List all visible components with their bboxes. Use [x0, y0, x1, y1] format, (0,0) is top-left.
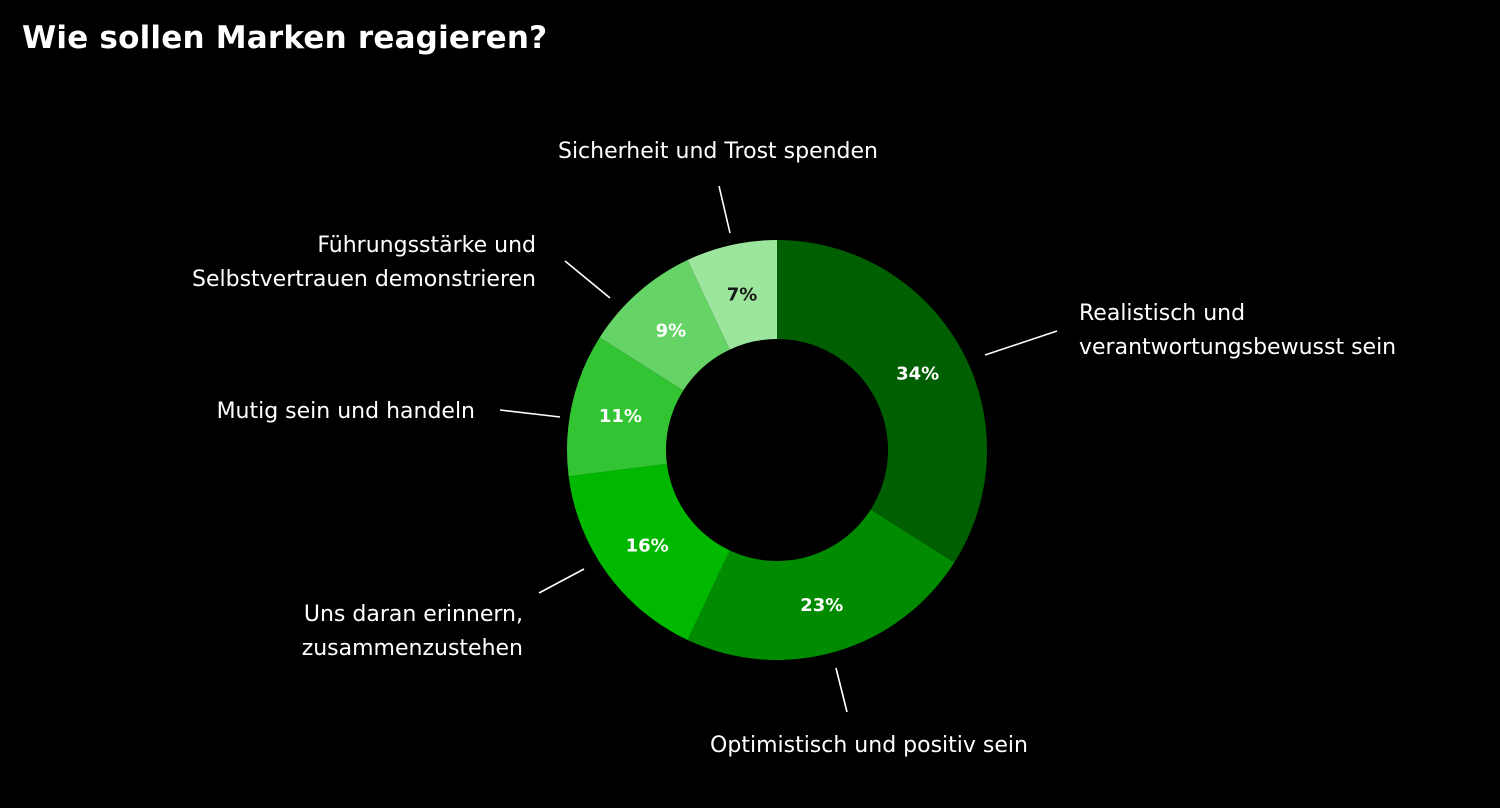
category-label-line: Realistisch und [1079, 301, 1245, 326]
donut-slice-3 [568, 463, 730, 641]
category-label-6: Sicherheit und Trost spenden [558, 139, 878, 164]
value-label-5: 9% [656, 321, 687, 342]
value-label-1: 34% [896, 364, 939, 385]
value-label-2: 23% [800, 595, 843, 616]
category-label-line: Sicherheit und Trost spenden [558, 139, 878, 164]
category-label-line: Mutig sein und handeln [217, 399, 475, 424]
category-label-3: Uns daran erinnern, zusammenzustehen [302, 602, 523, 661]
donut-slice-6 [687, 240, 777, 350]
donut-slice-2 [687, 509, 955, 660]
donut-slice-4 [567, 337, 684, 477]
donut-slices [567, 240, 987, 660]
leader-lines [499, 185, 1058, 713]
value-label-6: 7% [727, 284, 758, 305]
leader-line-1 [984, 330, 1058, 356]
value-label-3: 16% [626, 535, 669, 556]
value-label-4: 11% [599, 406, 642, 427]
leader-line-2 [835, 667, 848, 713]
category-label-1: Realistisch und verantwortungsbewusst sei… [1079, 301, 1396, 360]
category-label-line: Selbstvertrauen demonstrieren [192, 267, 536, 292]
chart-title: Wie sollen Marken reagieren? [22, 20, 548, 56]
category-label-line: verantwortungsbewusst sein [1079, 335, 1396, 360]
donut-slice-1 [777, 240, 987, 563]
category-label-4: Mutig sein und handeln [217, 399, 475, 424]
category-label-line: zusammenzustehen [302, 636, 523, 661]
leader-line-6 [718, 185, 731, 234]
leader-line-5 [564, 260, 611, 299]
category-label-line: Uns daran erinnern, [304, 602, 523, 627]
donut-slice-5 [599, 259, 730, 391]
category-label-2: Optimistisch und positiv sein [710, 733, 1028, 758]
category-labels: Realistisch und verantwortungsbewusst sei… [192, 139, 1396, 758]
leader-line-3 [538, 568, 585, 594]
category-label-5: Führungsstärke und Selbstvertrauen demons… [192, 233, 536, 292]
leader-line-4 [499, 409, 561, 418]
value-labels: 34% 23% 16% 11% 9% 7% [599, 284, 939, 616]
category-label-line: Führungsstärke und [317, 233, 536, 258]
category-label-line: Optimistisch und positiv sein [710, 733, 1028, 758]
